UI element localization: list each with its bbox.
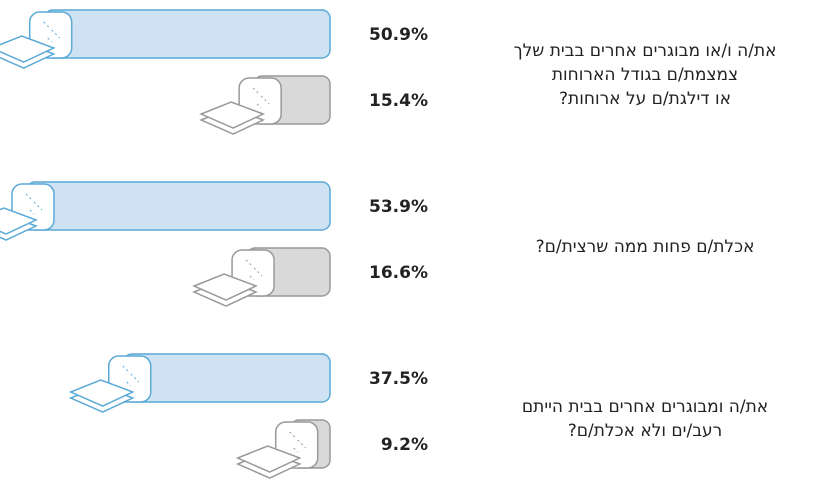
value-label: 53.9% bbox=[369, 197, 428, 217]
value-label: 50.9% bbox=[369, 25, 428, 45]
loaf-crumb bbox=[122, 365, 140, 387]
category-label: את/ה ומבוגרים אחרים בבית הייתם רעב/ים ול… bbox=[521, 397, 769, 441]
value-label: 15.4% bbox=[369, 91, 428, 111]
category-label: אכלת/ם פחות ממה שרצית/ם? bbox=[535, 237, 755, 257]
bar bbox=[26, 181, 331, 231]
slice-top bbox=[0, 35, 56, 63]
value-label: 37.5% bbox=[369, 369, 428, 389]
slice-top bbox=[68, 379, 135, 407]
bar bbox=[123, 353, 331, 403]
category-label: את/ה ו/או מבוגרים אחרים בבית שלך צמצמת/ם… bbox=[513, 41, 777, 109]
loaf-crumb bbox=[25, 193, 43, 215]
slice-top bbox=[0, 207, 38, 235]
slice-top bbox=[199, 101, 266, 129]
loaf-crumb bbox=[245, 259, 263, 281]
slice-top bbox=[192, 273, 258, 301]
slice-top bbox=[235, 445, 302, 473]
value-label: 16.6% bbox=[369, 263, 428, 283]
loaf-crumb bbox=[43, 21, 61, 43]
value-label: 9.2% bbox=[381, 435, 428, 455]
loaf-crumb bbox=[289, 431, 307, 453]
bar bbox=[43, 9, 331, 59]
loaf-crumb bbox=[252, 87, 270, 109]
